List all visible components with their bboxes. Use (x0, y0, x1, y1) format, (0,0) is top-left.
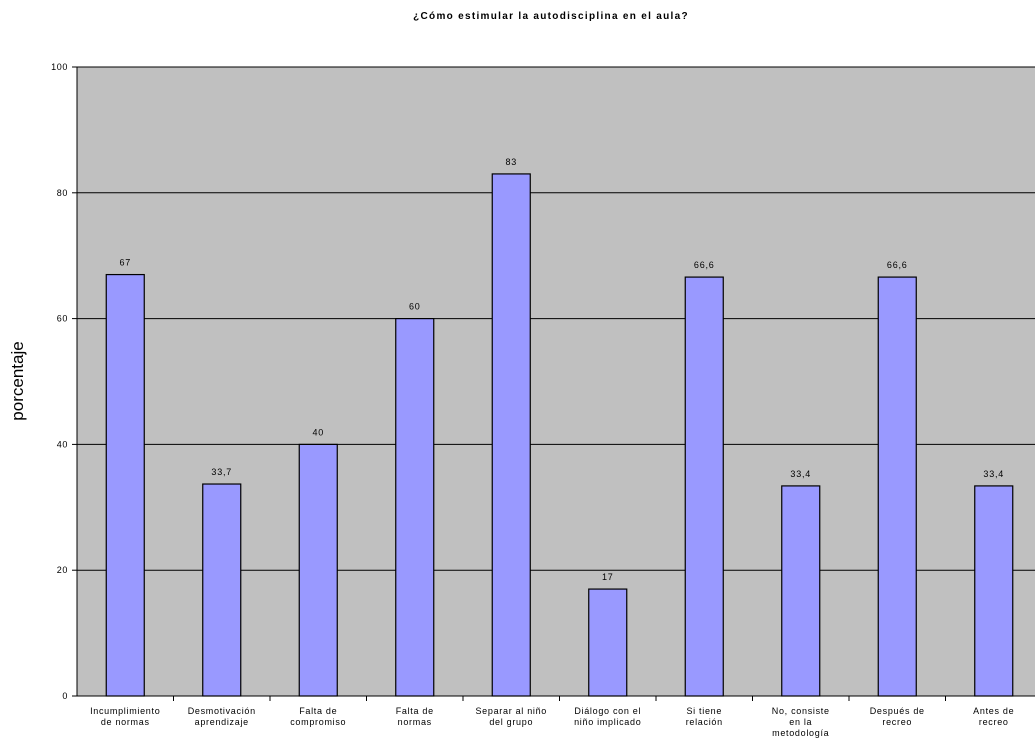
x-category-label: metodología (772, 728, 829, 738)
x-category-label: recreo (882, 717, 912, 727)
bar-5 (491, 173, 531, 697)
bar-10 (974, 485, 1014, 697)
data-label: 66,6 (887, 260, 908, 270)
x-category-label: Falta de (396, 706, 434, 716)
x-category-label: Incumplimiento (90, 706, 160, 716)
chart-title: ¿Cómo estimular la autodisciplina en el … (413, 11, 689, 22)
data-label: 40 (312, 427, 324, 437)
y-tick-label: 80 (57, 188, 68, 198)
y-tick-label: 100 (51, 62, 68, 72)
x-category-label: Si tiene (686, 706, 722, 716)
x-category-label: Desmotivación (188, 706, 256, 716)
y-tick-label: 40 (57, 439, 68, 449)
bar-6 (588, 588, 628, 697)
y-tick-label: 20 (57, 565, 68, 575)
data-label: 33,7 (211, 467, 232, 477)
data-label: 83 (505, 157, 517, 167)
data-label: 17 (602, 572, 614, 582)
bar-7 (684, 276, 724, 697)
x-category-label: Separar al niño (475, 706, 547, 716)
x-category-label: Después de (870, 706, 925, 716)
x-category-label: recreo (979, 717, 1009, 727)
x-category-label: normas (398, 717, 432, 727)
bar-2 (202, 483, 242, 697)
data-label: 60 (409, 302, 421, 312)
x-category-label: en la (789, 717, 812, 727)
data-label: 66,6 (694, 260, 715, 270)
data-label: 33,4 (790, 469, 811, 479)
bar-8 (781, 485, 821, 697)
x-category-label: Antes de (973, 706, 1014, 716)
bar-9 (877, 276, 917, 697)
x-category-label: No, consiste (772, 706, 830, 716)
x-category-label: Falta de (299, 706, 337, 716)
bar-4 (395, 318, 435, 697)
x-category-label: del grupo (489, 717, 533, 727)
bar-1 (105, 273, 145, 697)
data-label: 67 (119, 258, 131, 268)
y-tick-label: 60 (57, 314, 68, 324)
x-category-label: Diálogo con el (574, 706, 641, 716)
bar-3 (298, 443, 338, 697)
y-axis-label: porcentaje (8, 341, 27, 420)
x-category-label: compromiso (290, 717, 346, 727)
x-category-label: aprendizaje (195, 717, 249, 727)
data-label: 33,4 (983, 469, 1004, 479)
y-tick-label: 0 (62, 691, 68, 701)
x-category-label: niño implicado (574, 717, 641, 727)
x-category-label: relación (686, 717, 723, 727)
x-category-label: de normas (101, 717, 150, 727)
